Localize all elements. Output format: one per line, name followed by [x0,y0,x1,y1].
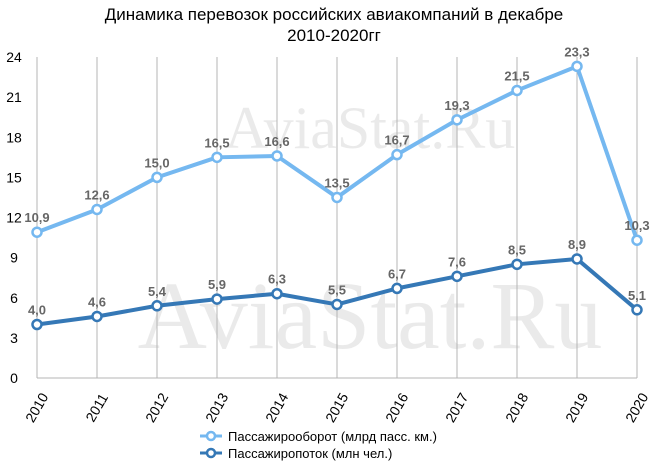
legend-label-2: Пассажиропоток (млн чел.) [228,446,392,461]
legend[interactable]: Пассажирооборот (млрд пасс. км.) Пассажир… [200,429,437,461]
chart-title: Динамика перевозок российских авиакомпан… [0,4,668,46]
data-label-s1-2020: 10,3 [624,218,649,233]
data-labels: 10,9 12,6 15,0 16,5 16,6 13,5 16,7 19,3 21,5 23,3… [24,44,649,317]
data-point-s1-2018[interactable] [511,84,523,97]
y-tick-label-6: 6 [10,290,18,306]
x-tick-label-2018: 2018 [502,390,532,425]
x-tick-label-2017: 2017 [442,390,472,425]
x-tick-label-2020: 2020 [622,390,652,425]
data-label-s2-2016: 6,7 [388,266,406,281]
data-point-s2-2015[interactable] [331,298,343,311]
x-tick-label-2016: 2016 [382,390,412,425]
watermark-text-1: AviaStat.Ru [225,95,516,161]
data-point-s1-2010[interactable] [31,226,43,238]
data-point-s2-2016[interactable] [391,282,403,295]
y-tick-label-9: 9 [10,250,18,266]
x-tick-label-2012: 2012 [142,390,172,425]
data-label-s2-2011: 4,6 [88,294,106,309]
data-point-s1-2019[interactable] [571,60,583,73]
legend-swatch-marker-2 [205,447,217,459]
legend-swatch-marker-1 [205,430,217,442]
y-tick-label-15: 15 [6,169,22,185]
data-label-s1-2015: 13,5 [324,175,349,190]
chart-title-line1: Динамика перевозок российских авиакомпан… [104,5,564,24]
data-label-s1-2019: 23,3 [564,44,589,59]
x-tick-label-2015: 2015 [322,390,352,425]
data-label-s2-2012: 5,4 [148,284,167,299]
data-point-s1-2015[interactable] [331,191,343,204]
data-label-s1-2011: 12,6 [84,187,109,202]
data-label-s1-2017: 19,3 [444,98,469,113]
data-point-s2-2011[interactable] [91,310,103,323]
data-point-s1-2020[interactable] [631,234,643,246]
data-point-s1-2013[interactable] [211,151,223,164]
data-point-s2-2014[interactable] [271,287,283,300]
x-tick-label-2011: 2011 [82,390,111,424]
data-label-s1-2012: 15,0 [144,155,169,170]
y-tick-label-0: 0 [10,370,18,386]
axes: 0 3 6 9 12 15 18 21 24 2010 2011 2012 2013 2014 2015 20… [6,49,651,425]
legend-item-1[interactable]: Пассажирооборот (млрд пасс. км.) [200,429,437,444]
data-point-s2-2019[interactable] [571,253,583,265]
data-label-s1-2010: 10,9 [24,210,49,225]
data-label-s2-2015: 5,5 [328,282,346,297]
data-label-s2-2017: 7,6 [448,254,466,269]
watermark: AviaStat.Ru AviaStat.Ru [138,95,603,369]
x-tick-label-2019: 2019 [562,390,592,425]
watermark-text-2: AviaStat.Ru [138,262,603,369]
y-tick-label-3: 3 [10,330,18,346]
data-label-s2-2013: 5,9 [208,277,226,292]
data-label-s2-2010: 4,0 [28,303,46,318]
data-label-s1-2014: 16,6 [264,134,289,149]
data-point-s1-2017[interactable] [451,114,463,126]
y-tick-label-18: 18 [6,129,22,145]
legend-label-1: Пассажирооборот (млрд пасс. км.) [228,429,437,444]
data-label-s2-2019: 8,9 [568,237,586,252]
data-point-s1-2016[interactable] [391,148,403,161]
data-point-s2-2017[interactable] [451,270,463,283]
data-point-s1-2014[interactable] [271,150,283,162]
series [31,60,643,331]
data-point-s2-2010[interactable] [31,318,43,331]
data-label-s1-2018: 21,5 [504,68,529,83]
data-label-s2-2020: 5,1 [628,288,646,303]
data-point-s1-2011[interactable] [91,203,103,216]
x-tick-label-2014: 2014 [262,390,292,425]
data-point-s2-2020[interactable] [631,304,643,316]
y-tick-label-24: 24 [6,49,22,65]
x-tick-label-2010: 2010 [22,390,52,425]
data-point-s1-2012[interactable] [151,171,163,184]
data-point-s2-2018[interactable] [511,258,523,271]
data-label-s1-2013: 16,5 [204,135,229,150]
data-label-s1-2016: 16,7 [384,133,409,148]
y-tick-label-21: 21 [6,89,22,105]
data-point-s2-2013[interactable] [211,293,223,305]
legend-item-2[interactable]: Пассажиропоток (млн чел.) [200,446,392,461]
y-tick-label-12: 12 [6,210,22,226]
chart-title-line2: 2010-2020гг [287,26,381,45]
data-label-s2-2018: 8,5 [508,242,526,257]
x-tick-label-2013: 2013 [202,390,232,425]
data-label-s2-2014: 6,3 [268,272,286,287]
data-point-s2-2012[interactable] [151,300,163,312]
